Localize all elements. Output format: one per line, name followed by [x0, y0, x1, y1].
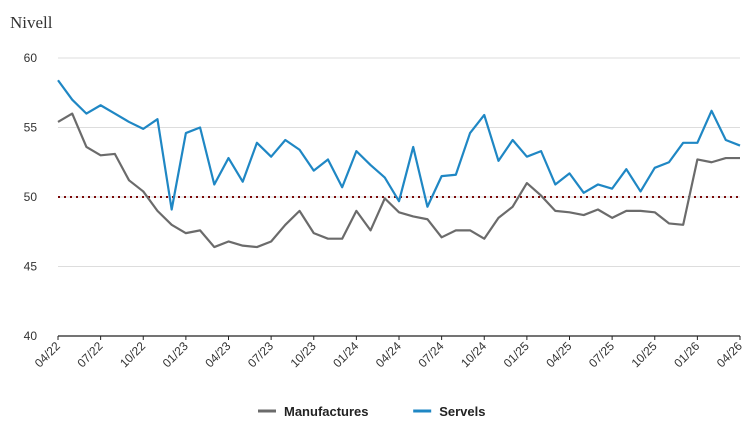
series-lines	[57, 79, 741, 249]
x-tick-label: 04/22	[32, 339, 63, 370]
x-tick-label: 04/24	[373, 339, 404, 370]
x-tick-label: 07/23	[245, 339, 276, 370]
x-tick-label: 07/24	[415, 339, 446, 370]
x-tick-label: 01/26	[671, 339, 702, 370]
series-line-servels	[57, 79, 741, 211]
x-tick-label: 04/23	[202, 339, 233, 370]
x-axis: 04/22 07/22 10/22 01/23 04/23 07/23 10/23 01/24…	[32, 336, 742, 370]
y-axis-label: Nivell	[10, 13, 53, 32]
x-tick-label: 10/25	[629, 339, 660, 370]
series-line-manufactures	[57, 112, 740, 249]
y-tick-label: 55	[24, 121, 38, 135]
x-tick-label: 07/22	[74, 339, 105, 370]
legend: Manufactures Servels	[258, 404, 485, 419]
x-tick-label: 10/24	[458, 339, 489, 370]
x-tick-label: 01/23	[160, 339, 191, 370]
x-tick-label: 04/25	[543, 339, 574, 370]
x-tick-label: 04/26	[714, 339, 742, 370]
x-tick-label: 07/25	[586, 339, 617, 370]
x-tick-label: 10/23	[288, 339, 319, 370]
x-tick-label: 10/22	[117, 339, 148, 370]
x-tick-label: 01/24	[330, 339, 361, 370]
y-tick-label: 40	[24, 329, 38, 343]
legend-label: Manufactures	[284, 404, 369, 419]
x-tick-label: 01/25	[501, 339, 532, 370]
legend-label: Servels	[439, 404, 485, 419]
y-tick-label: 50	[24, 190, 38, 204]
y-tick-labels: 40 45 50 55 60	[24, 51, 38, 343]
y-tick-label: 45	[24, 260, 38, 274]
legend-item-manufactures: Manufactures	[258, 404, 369, 419]
legend-item-servels: Servels	[413, 404, 485, 419]
y-tick-label: 60	[24, 51, 38, 65]
